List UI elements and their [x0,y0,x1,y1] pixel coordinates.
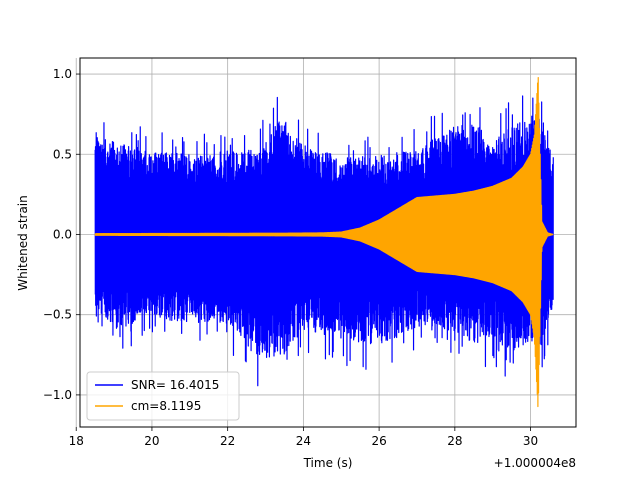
legend: SNR= 16.4015 cm=8.1195 [86,371,240,421]
x-axis-label: Time (s) [303,456,353,470]
y-axis-label: Whitened strain [16,195,30,291]
x-tick-label: 30 [523,434,538,448]
legend-label-cm: cm=8.1195 [131,399,201,413]
y-tick-label: 1.0 [53,67,72,81]
legend-label-snr: SNR= 16.4015 [131,378,219,392]
y-tick-label: −0.5 [43,308,72,322]
y-tick-label: 0.0 [53,227,72,241]
x-tick-label: 28 [447,434,462,448]
x-tick-label: 18 [69,434,84,448]
plot-data [94,77,554,408]
y-tick-label: −1.0 [43,388,72,402]
x-tick-label: 22 [220,434,235,448]
legend-box [86,371,240,421]
x-axis-offset-label: +1.000004e8 [494,456,576,470]
plot-frame [79,57,577,428]
x-tick-label: 24 [296,434,311,448]
series-line-cm [94,77,554,408]
x-tick-label: 26 [371,434,386,448]
y-tick-label: 0.5 [53,147,72,161]
ticks: 18 20 22 24 26 28 30 −1.0 −0.5 0.0 0.5 1.0 [43,67,538,448]
x-tick-label: 20 [144,434,159,448]
